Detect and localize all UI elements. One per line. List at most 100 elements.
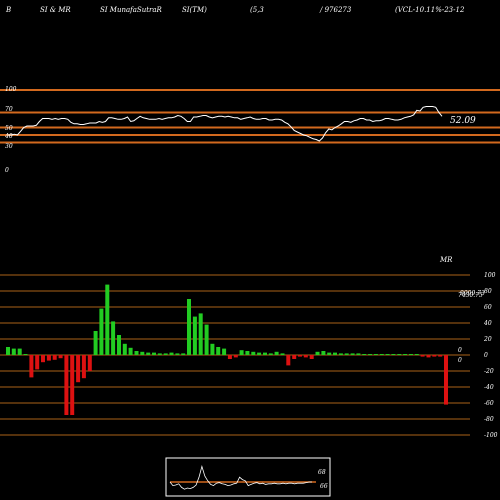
- histogram-y-tick-label: 40: [483, 320, 492, 327]
- histogram-title: MR: [439, 256, 453, 264]
- histogram-bar: [198, 313, 203, 355]
- histogram-bar: [128, 347, 133, 355]
- histogram-bar: [373, 354, 378, 355]
- histogram-y-tick-label: -20: [484, 368, 494, 375]
- histogram-bar: [292, 355, 297, 359]
- histogram-bar: [157, 353, 162, 355]
- histogram-bar: [216, 347, 221, 355]
- histogram-bar: [140, 351, 145, 355]
- histogram-bar: [227, 355, 232, 359]
- header-segment-1: SI & MR: [40, 6, 71, 14]
- histogram-bar: [280, 353, 285, 355]
- histogram-bar: [233, 355, 238, 358]
- histogram-bar: [338, 353, 343, 355]
- rsi-y-tick-label: 70: [5, 106, 13, 113]
- histogram-bar: [169, 352, 174, 355]
- histogram-bar: [111, 321, 116, 355]
- mini-chart-frame: [165, 457, 331, 497]
- histogram-bar: [268, 353, 273, 355]
- histogram-bar: [152, 352, 156, 355]
- histogram-y-tick-label: -80: [484, 416, 494, 423]
- rsi-series-line: [8, 106, 443, 142]
- histogram-y-tick-label: 20: [483, 336, 492, 343]
- histogram-bar: [105, 284, 110, 355]
- histogram-bar: [251, 351, 256, 355]
- histogram-bar: [298, 355, 302, 357]
- histogram-y-tick-label: 60: [484, 304, 492, 311]
- histogram-bar: [181, 353, 186, 355]
- histogram-bar: [303, 355, 308, 358]
- histogram-bar: [134, 351, 139, 355]
- histogram-bar: [245, 351, 250, 355]
- histogram-y-tick-label: 80: [484, 288, 492, 295]
- histogram-bar: [403, 354, 408, 355]
- histogram-bar: [344, 353, 349, 355]
- histogram-bar: [333, 352, 337, 355]
- header-segment-0: B: [6, 6, 12, 14]
- histogram-bar: [327, 352, 332, 355]
- histogram-bar: [309, 355, 314, 359]
- histogram-bar: [70, 355, 75, 415]
- rsi-last-value-label: 52.09: [450, 116, 476, 126]
- histogram-bar: [420, 355, 425, 357]
- histogram-bar: [362, 354, 367, 355]
- histogram-bar: [122, 343, 127, 355]
- header-segment-6: (VCL-10.11%-23-12: [395, 6, 465, 14]
- histogram-bar: [263, 352, 267, 355]
- histogram-bar: [356, 353, 361, 355]
- histogram-bar: [46, 355, 51, 361]
- header-segment-5: / 976273: [320, 6, 352, 14]
- histogram-bar: [146, 352, 151, 355]
- rsi-y-tick-label: 100: [5, 86, 17, 93]
- histogram-bar: [397, 354, 402, 355]
- histogram-bar: [426, 355, 431, 358]
- header-segment-4: (5,3: [250, 6, 264, 14]
- histogram-bar: [368, 354, 373, 355]
- histogram-right-label: 0: [458, 357, 462, 364]
- histogram-bar: [414, 354, 419, 355]
- header-segment-3: SI(TM): [182, 6, 207, 14]
- mini-chart-y-tick-label: 66: [320, 483, 328, 490]
- histogram-bar: [41, 355, 45, 363]
- mini-chart-line: [169, 464, 312, 490]
- histogram-y-tick-label: -100: [484, 432, 498, 439]
- rsi-y-tick-label: 50: [5, 125, 13, 132]
- histogram-right-label: 0: [458, 347, 462, 354]
- header-segment-2: SI MunafaSutraR: [100, 6, 162, 14]
- mini-chart-y-tick-label: 68: [318, 469, 326, 476]
- histogram-bar: [315, 351, 320, 355]
- histogram-bar: [11, 348, 16, 355]
- histogram-bar: [385, 354, 390, 355]
- histogram-bar: [99, 308, 104, 355]
- histogram-bar: [444, 355, 448, 405]
- rsi-y-tick-label: 40: [4, 133, 13, 140]
- histogram-bar: [117, 335, 121, 355]
- histogram-bar: [350, 353, 355, 355]
- histogram-overlap-label: 9999.73: [460, 290, 485, 297]
- histogram-bar: [210, 343, 215, 355]
- rsi-y-tick-label: 30: [5, 143, 13, 150]
- histogram-bar: [58, 355, 63, 359]
- histogram-bar: [239, 350, 244, 355]
- histogram-bar: [432, 355, 437, 357]
- histogram-bar: [52, 355, 57, 360]
- histogram-y-tick-label: -60: [484, 400, 494, 407]
- histogram-bar: [23, 354, 28, 355]
- histogram-bar: [321, 351, 326, 355]
- histogram-bar: [391, 354, 396, 355]
- histogram-bar: [6, 347, 10, 355]
- histogram-bar: [409, 354, 413, 355]
- histogram-bar: [17, 348, 22, 355]
- histogram-bar: [87, 355, 92, 371]
- rsi-y-tick-label: 0: [5, 167, 9, 174]
- histogram-y-tick-label: -40: [484, 384, 494, 391]
- histogram-y-tick-label: 0: [484, 352, 488, 359]
- histogram-bar: [187, 299, 191, 355]
- histogram-bar: [438, 355, 443, 357]
- histogram-bar: [192, 316, 197, 355]
- histogram-bar: [93, 331, 98, 355]
- histogram-bar: [81, 355, 86, 379]
- histogram-bar: [204, 324, 209, 355]
